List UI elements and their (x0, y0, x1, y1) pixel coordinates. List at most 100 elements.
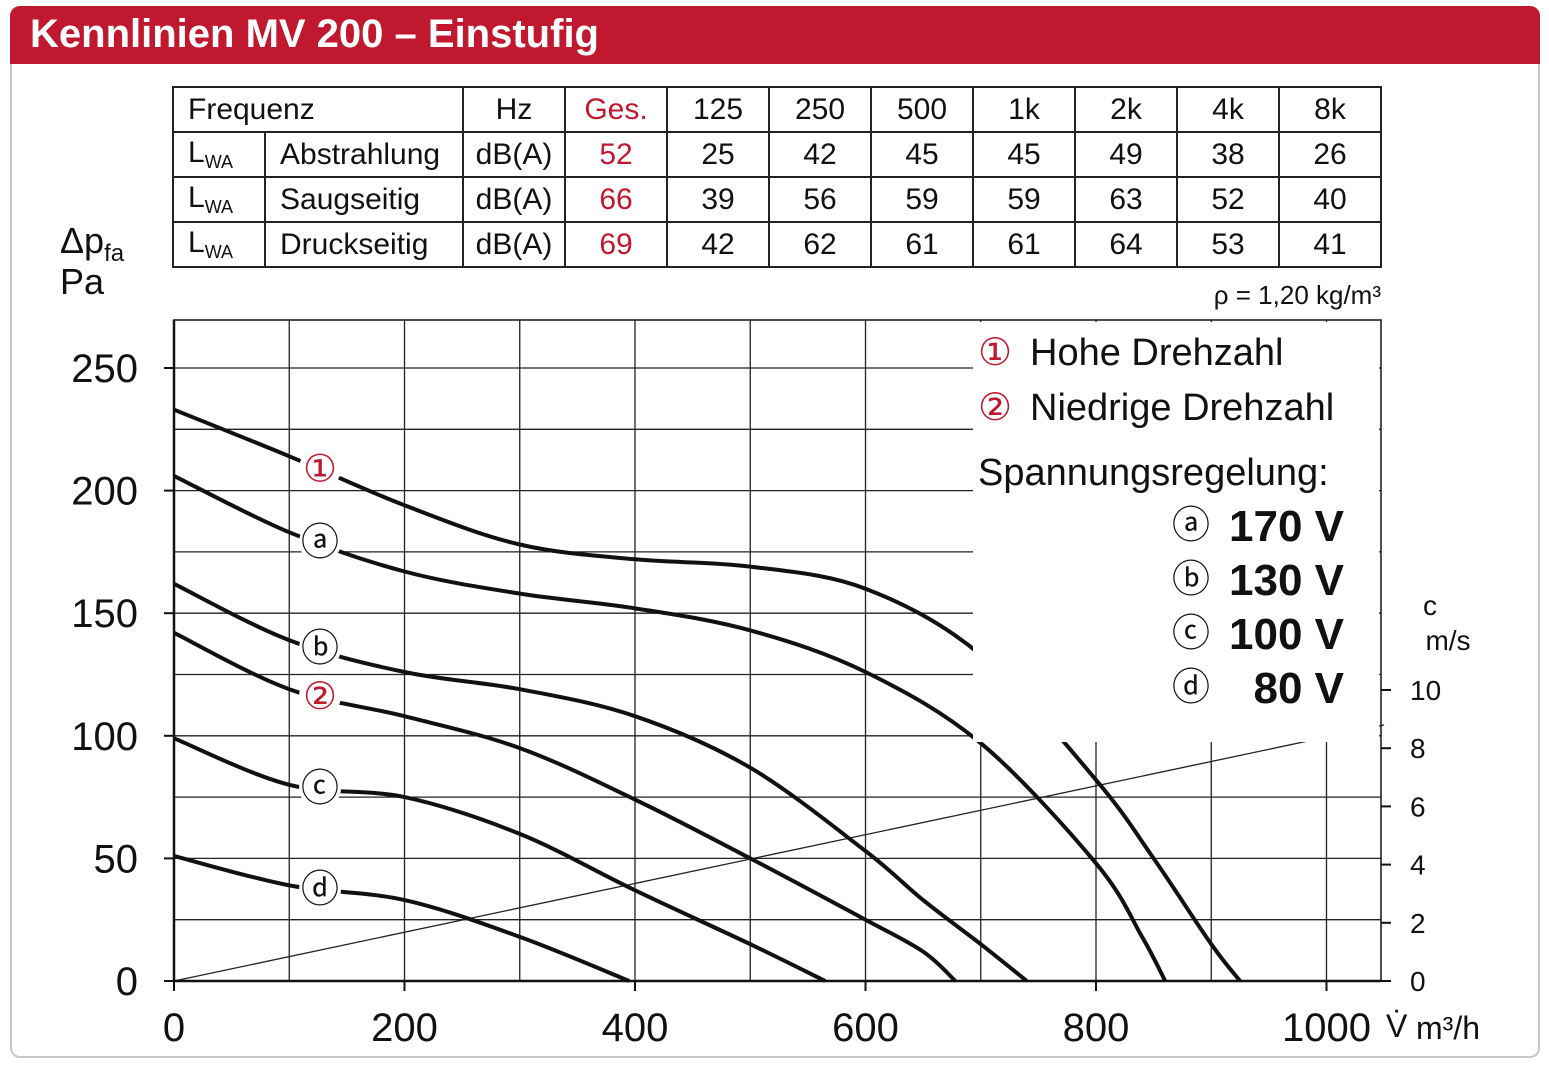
unit-cell: dB(A) (462, 176, 566, 223)
y2-tick-label: 8 (1410, 733, 1426, 764)
value-cell: 39 (666, 176, 770, 223)
value-cell: 59 (972, 176, 1076, 223)
curve-series (173, 736, 827, 983)
unit-cell: dB(A) (462, 221, 566, 268)
y-tick-label: 50 (94, 837, 139, 881)
legend-regulation-title: Spannungsregelung: (978, 452, 1329, 494)
row-label: Saugseitig (264, 176, 464, 223)
curve-series (173, 631, 957, 983)
table-header-row: Frequenz Hz Ges. 125 250 500 1k 2k 4k 8k (172, 86, 1382, 133)
x-tick-label: 1000 (1282, 1006, 1371, 1050)
y2-tick-label: 4 (1410, 850, 1426, 881)
curve-label-background (299, 868, 342, 911)
value-cell: 45 (972, 131, 1076, 178)
header-cell: 500 (870, 86, 974, 133)
value-cell: 63 (1074, 176, 1178, 223)
curve-label-background (299, 627, 342, 670)
title-bar: Kennlinien MV 200 – Einstufig (10, 6, 1540, 64)
value-cell: 56 (768, 176, 872, 223)
header-cell: 250 (768, 86, 872, 133)
curve-label-background (299, 447, 342, 490)
value-cell: 26 (1278, 131, 1382, 178)
y2-axis-unit: m/s (1425, 625, 1470, 656)
legend-voltage-marker: ⓑ (1172, 557, 1210, 601)
curve-label: ⓓ (301, 867, 339, 911)
y-tick-label: 200 (71, 470, 138, 514)
y-axis-unit: Pa (60, 261, 105, 302)
y2-tick-label: 0 (1410, 966, 1426, 997)
legend-label: Niedrige Drehzahl (1030, 387, 1334, 429)
table-row: LWA Abstrahlung dB(A) 52 25 42 45 45 49 … (172, 131, 1382, 178)
value-cell: 40 (1278, 176, 1382, 223)
header-hz: Hz (462, 86, 566, 133)
legend-voltage-value: 100 V (1229, 610, 1345, 659)
x-axis-unit: m³/h (1416, 1010, 1480, 1046)
y-tick-label: 100 (71, 715, 138, 759)
curve-series (173, 853, 630, 983)
y-tick-label: 250 (71, 347, 138, 391)
value-cell: 49 (1074, 131, 1178, 178)
legend-voltage-marker: ⓒ (1172, 611, 1210, 655)
header-cell: 125 (666, 86, 770, 133)
labels-group: ① ⓐ ⓑ② ⓒ ⓓ (299, 447, 342, 911)
legend-voltage-value: 80 V (1253, 664, 1344, 713)
y2-tick-label: 2 (1410, 908, 1426, 939)
x-tick-label: 0 (163, 1006, 185, 1050)
curve-label: ⓒ (301, 766, 339, 810)
axes-group: 0 50 100 150 200 250 0 200 400 600 800 1000 0 2 4 6 8 10 Δ… (60, 220, 1480, 1050)
curve-label: ② (303, 674, 337, 718)
value-cell: 38 (1176, 131, 1280, 178)
velocity-line (173, 724, 1385, 982)
value-cell: 25 (666, 131, 770, 178)
sound-power-table: Frequenz Hz Ges. 125 250 500 1k 2k 4k 8k… (172, 86, 1382, 268)
x-tick-label: 600 (832, 1006, 899, 1050)
value-cell: 61 (972, 221, 1076, 268)
value-cell: 42 (666, 221, 770, 268)
legend-group: ① Hohe Drehzahl ② Niedrige Drehzahl Spannung… (973, 322, 1379, 742)
header-cell: 4k (1176, 86, 1280, 133)
curve-label: ① (303, 447, 337, 491)
value-cell: 62 (768, 221, 872, 268)
x-tick-label: 800 (1063, 1006, 1130, 1050)
row-label: Druckseitig (264, 221, 464, 268)
lwa-cell: LWA (172, 176, 266, 223)
curve-label: ⓑ (301, 626, 339, 670)
curve-series (173, 407, 1242, 983)
x-tick-label: 200 (371, 1006, 438, 1050)
y-tick-label: 150 (71, 592, 138, 636)
legend-voltage-marker: ⓓ (1172, 665, 1210, 709)
value-cell: 53 (1176, 221, 1280, 268)
row-label: Abstrahlung (264, 131, 464, 178)
y2-axis-title: c (1423, 590, 1437, 621)
curve-label-background (299, 521, 342, 564)
y-tick-label: 0 (116, 960, 138, 1004)
legend-marker: ② (978, 385, 1012, 429)
value-cell: 59 (870, 176, 974, 223)
header-total: Ges. (564, 86, 668, 133)
curve-label-background (299, 674, 342, 717)
legend-background (973, 322, 1379, 742)
value-cell: 45 (870, 131, 974, 178)
value-cell: 52 (1176, 176, 1280, 223)
total-cell: 66 (564, 176, 668, 223)
total-cell: 52 (564, 131, 668, 178)
velocity-line-group (173, 724, 1385, 982)
legend-voltage-value: 130 V (1229, 556, 1345, 605)
legend-voltage-marker: ⓐ (1172, 503, 1210, 547)
lwa-cell: LWA (172, 131, 266, 178)
table-row: LWA Druckseitig dB(A) 69 42 62 61 61 64 … (172, 221, 1382, 268)
legend-label: Hohe Drehzahl (1030, 332, 1283, 374)
header-cell: 8k (1278, 86, 1382, 133)
curve-series (173, 474, 1167, 982)
legend-marker: ① (978, 330, 1012, 374)
value-cell: 42 (768, 131, 872, 178)
page-title: Kennlinien MV 200 – Einstufig (30, 12, 599, 56)
header-cell: 2k (1074, 86, 1178, 133)
legend-voltage-value: 170 V (1229, 502, 1345, 551)
curve-label: ⓐ (301, 520, 339, 564)
value-cell: 64 (1074, 221, 1178, 268)
table-row: LWA Saugseitig dB(A) 66 39 56 59 59 63 5… (172, 176, 1382, 223)
value-cell: 61 (870, 221, 974, 268)
x-tick-label: 400 (602, 1006, 669, 1050)
